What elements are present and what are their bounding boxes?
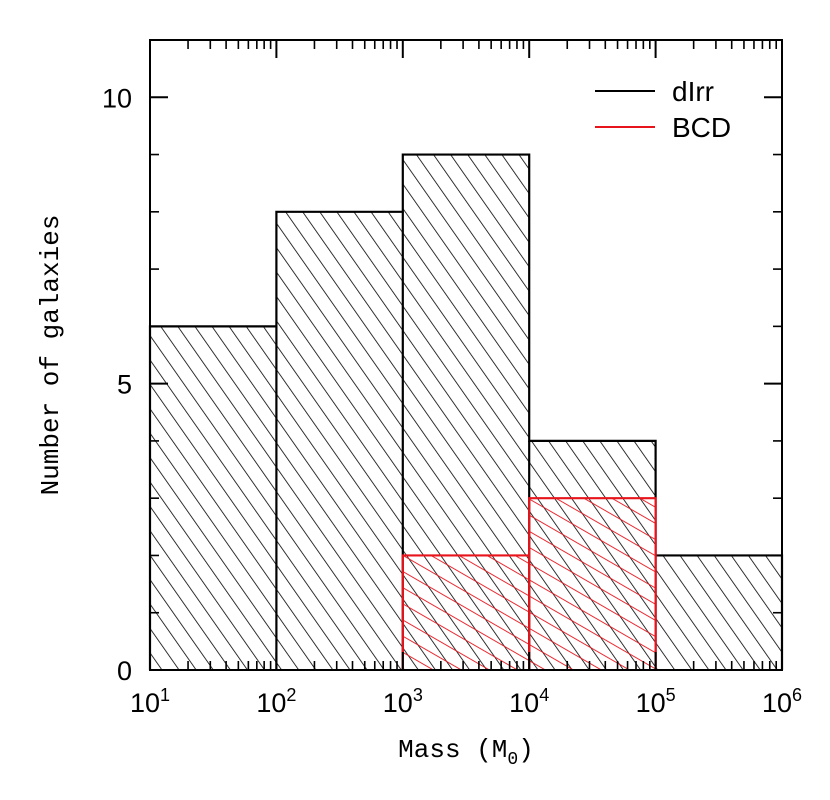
dirr-bar-4 <box>655 555 782 670</box>
legend-label-bcd: BCD <box>672 112 731 143</box>
y-axis-title: Number of galaxies <box>36 215 66 496</box>
x-axis-title-subscript: 0 <box>507 750 518 770</box>
dirr-outline <box>148 153 784 670</box>
x-tick-base: 10 <box>509 688 539 718</box>
x-tick-label: 105 <box>636 685 676 718</box>
x-tick-exponent: 6 <box>792 685 802 705</box>
histogram-series <box>148 153 784 670</box>
dirr-bar-1 <box>276 211 403 670</box>
series-dirr <box>148 153 784 670</box>
x-tick-base: 10 <box>130 688 160 718</box>
dirr-bar-0 <box>150 326 277 670</box>
bcd-bar-2 <box>402 555 530 670</box>
x-tick-base: 10 <box>636 688 666 718</box>
x-tick-base: 10 <box>383 688 413 718</box>
x-tick-exponent: 1 <box>160 685 170 705</box>
x-tick-label: 102 <box>256 685 296 718</box>
x-tick-exponent: 3 <box>413 685 423 705</box>
bcd-outline <box>401 497 657 670</box>
x-tick-label: 103 <box>383 685 423 718</box>
x-tick-exponent: 2 <box>286 685 296 705</box>
x-tick-base: 10 <box>256 688 286 718</box>
x-tick-label: 104 <box>509 685 549 718</box>
legend: dIrr BCD <box>595 76 731 143</box>
x-tick-label: 106 <box>762 685 802 718</box>
bcd-bar-3 <box>529 498 656 670</box>
x-tick-exponent: 4 <box>539 685 549 705</box>
y-tick-label: 0 <box>117 656 132 686</box>
x-axis-title-close: ) <box>518 735 534 765</box>
x-tick-label: 101 <box>130 685 170 718</box>
plot-frame <box>149 39 783 671</box>
legend-label-dirr: dIrr <box>672 76 714 107</box>
y-tick-label: 10 <box>102 83 132 113</box>
x-axis-title-main: Mass (M <box>398 735 507 765</box>
series-bcd <box>401 497 657 670</box>
x-tick-base: 10 <box>762 688 792 718</box>
x-tick-exponent: 5 <box>666 685 676 705</box>
x-axis-title: Mass (M0) <box>398 735 534 770</box>
y-tick-label: 5 <box>117 370 132 400</box>
